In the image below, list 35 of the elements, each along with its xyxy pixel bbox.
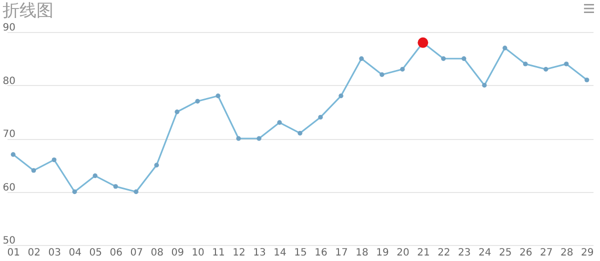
x-tick-label: 10 bbox=[192, 248, 204, 258]
x-tick-label: 14 bbox=[274, 248, 286, 258]
x-tick-label: 24 bbox=[478, 248, 492, 258]
x-tick-label: 02 bbox=[28, 248, 41, 258]
y-tick-label: 80 bbox=[2, 76, 16, 87]
x-tick-label: 26 bbox=[520, 248, 532, 258]
x-tick-label: 11 bbox=[212, 248, 225, 258]
x-tick-label: 29 bbox=[580, 248, 594, 258]
x-tick-label: 09 bbox=[171, 248, 184, 258]
x-tick-label: 13 bbox=[253, 248, 266, 258]
x-tick-label: 15 bbox=[294, 248, 307, 258]
y-tick-label: 50 bbox=[2, 236, 16, 246]
x-tick-label: 25 bbox=[499, 248, 512, 258]
x-tick-label: 03 bbox=[48, 248, 61, 258]
x-tick-label: 27 bbox=[540, 248, 553, 258]
x-tick-label: 28 bbox=[560, 248, 574, 258]
y-tick-label: 90 bbox=[2, 22, 16, 34]
x-tick-label: 17 bbox=[335, 248, 348, 258]
x-tick-label: 12 bbox=[232, 248, 246, 258]
x-tick-label: 16 bbox=[314, 248, 328, 258]
x-tick-label: 07 bbox=[130, 248, 143, 258]
y-tick-label: 60 bbox=[2, 182, 16, 194]
chart-title: 折线图 bbox=[2, 1, 54, 21]
x-tick-label: 18 bbox=[356, 248, 368, 258]
x-tick-label: 22 bbox=[438, 248, 450, 258]
x-tick-label: 06 bbox=[110, 248, 122, 258]
x-tick-label: 04 bbox=[68, 248, 82, 258]
x-tick-label: 20 bbox=[396, 248, 410, 258]
x-tick-label: 08 bbox=[150, 248, 164, 258]
x-tick-label: 19 bbox=[376, 248, 389, 258]
y-tick-label: 70 bbox=[2, 129, 16, 140]
x-tick-label: 21 bbox=[417, 248, 430, 258]
x-tick-label: 05 bbox=[89, 248, 102, 258]
x-tick-label: 23 bbox=[458, 248, 471, 258]
x-tick-label: 01 bbox=[7, 248, 20, 258]
